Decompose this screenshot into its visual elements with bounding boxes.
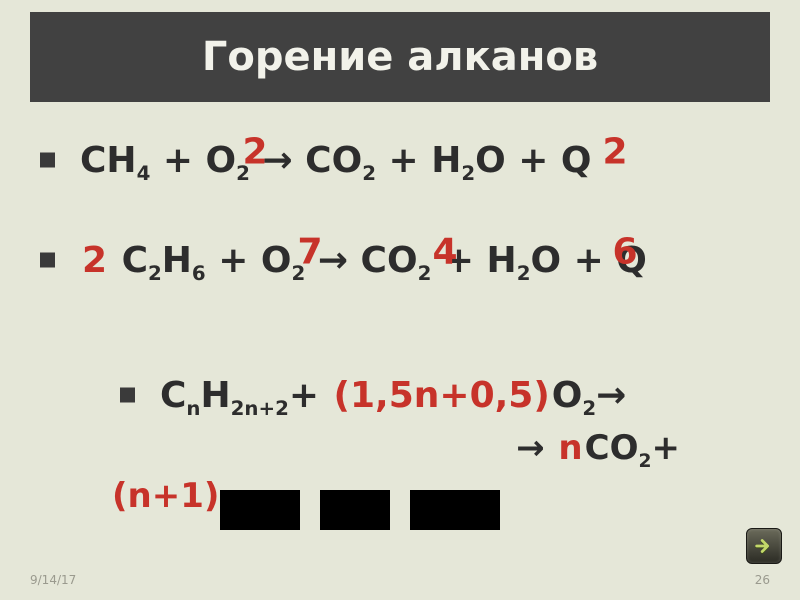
arrow-right-icon	[753, 535, 775, 557]
bullet-icon	[120, 388, 135, 403]
equation-1: CH4 + O2 → CO2 + H2O + Q 22	[30, 130, 770, 190]
equation-general: CnH2n+2+ (1,5n+0,5)O2→ → nCO2+ (n+1)	[60, 370, 740, 516]
body-area: CH4 + O2 → CO2 + H2O + Q 22 2 C2H6 + O2 …	[30, 120, 770, 290]
equation-1-text: CH4 + O2 → CO2 + H2O + Q	[80, 140, 592, 181]
equation-2-text: 2 C2H6 + O2 → CO2 + H2O + Q	[80, 240, 647, 281]
bullet-icon	[40, 153, 55, 168]
redaction-bar	[220, 490, 300, 530]
bullet-icon	[40, 253, 55, 268]
general-line-1: CnH2n+2+ (1,5n+0,5)O2→	[160, 375, 626, 416]
footer: 9/14/17 26	[30, 570, 770, 590]
redaction-bar	[410, 490, 500, 530]
footer-page: 26	[755, 573, 770, 587]
next-slide-button[interactable]	[746, 528, 782, 564]
slide: Горение алканов CH4 + O2 → CO2 + H2O + Q…	[0, 0, 800, 600]
title-bar: Горение алканов	[30, 12, 770, 102]
general-line-2: → nCO2+	[110, 428, 740, 468]
redaction-bar	[320, 490, 390, 530]
equation-2: 2 C2H6 + O2 → CO2 + H2O + Q 746	[30, 230, 770, 290]
footer-date: 9/14/17	[30, 573, 76, 587]
slide-title: Горение алканов	[202, 34, 598, 80]
